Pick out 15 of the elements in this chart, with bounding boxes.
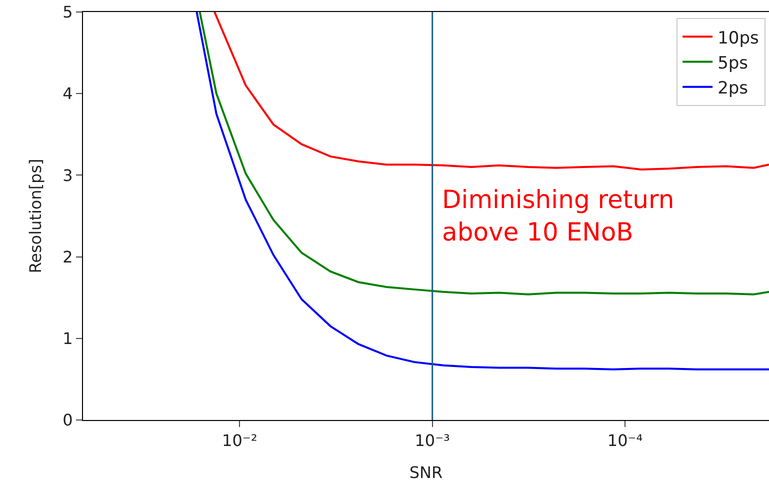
y-tick-label: 2: [62, 247, 73, 266]
x-tick-label: 10⁻⁴: [607, 431, 643, 450]
y-axis-title: Resolution[ps]: [26, 158, 45, 274]
x-tick-label: 10⁻³: [414, 431, 450, 450]
y-tick-label: 1: [62, 329, 73, 348]
y-tick-label: 5: [62, 2, 73, 22]
y-tick-label: 0: [62, 410, 73, 430]
legend-label: 10ps: [718, 28, 759, 48]
legend-label: 2ps: [718, 78, 748, 98]
legend-label: 5ps: [718, 53, 748, 74]
y-tick-label: 4: [62, 84, 73, 104]
x-axis-title: SNR: [409, 463, 443, 482]
x-tick-label: 10⁻²: [222, 431, 258, 450]
annotation: Diminishing return above 10 ENoB: [442, 185, 674, 246]
y-tick-label: 3: [62, 166, 73, 185]
